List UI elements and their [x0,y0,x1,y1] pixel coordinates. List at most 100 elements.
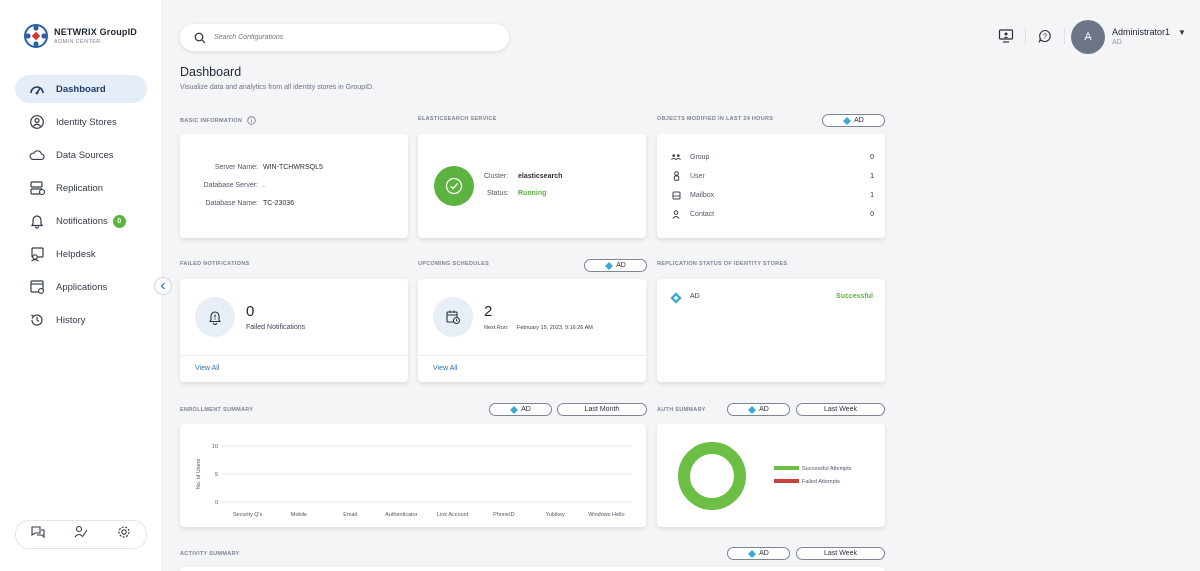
enrollment-bar-chart: 10 5 0 Security Q's Mobile Email Authenticator… [196,444,632,518]
view-all-schedules-link[interactable]: View All [433,365,458,372]
sidebar-item-label: Replication [56,182,103,194]
ad-icon [843,116,852,125]
sidebar-item-identity-stores[interactable]: Identity Stores [15,108,147,136]
cluster-value: elasticsearch [518,173,563,180]
x-tick-label: Mobile [291,512,307,518]
sidebar-item-replication[interactable]: Replication [15,174,147,202]
legend-label: Failed Attempts [802,479,840,485]
cloud-icon [29,147,45,163]
failed-notifications-card: 0 Failed Notifications View All [180,279,408,382]
sidebar-nav: Dashboard Identity Stores Data Sources R… [15,75,147,339]
activity-summary-label: ACTIVITY SUMMARY [180,551,240,557]
info-icon[interactable] [247,116,256,125]
sidebar-item-label: History [56,314,86,326]
x-tick-label: Authenticator [385,512,418,518]
brand-name: NETWRIX GroupID [54,27,137,37]
server-name-key: Server Name: [214,164,258,171]
x-tick-label: PhoneID [493,512,514,518]
enrollment-period-filter[interactable]: Last Month [557,403,647,416]
bell-alert-icon [195,297,235,337]
failed-notifications-text: Failed Notifications [246,324,306,331]
upcoming-schedules-ad-filter[interactable]: AD [584,259,647,272]
caret-down-icon[interactable]: ▼ [1178,28,1186,37]
database-name-value: TC-23036 [263,200,295,207]
status-key: Status: [487,190,509,197]
view-all-failed-notifications-link[interactable]: View All [195,365,220,372]
sidebar: NETWRIX GroupID ADMIN CENTER Dashboard I… [0,0,163,571]
sidebar-item-label: Applications [56,281,108,293]
legend-swatch [774,479,799,483]
x-tick-label: Yubikey [545,512,565,518]
database-name-key: Database Name: [205,200,258,207]
collapse-sidebar-button[interactable] [154,277,172,295]
legend-label: Successful Attempts [802,466,852,472]
ad-icon [605,261,614,270]
search-bar[interactable] [180,24,509,51]
avatar: A [1071,20,1105,54]
netwrix-logo-icon [24,24,48,48]
sidebar-item-label: Notifications [56,215,108,227]
sidebar-item-dashboard[interactable]: Dashboard [15,75,147,103]
calendar-clock-icon [433,297,473,337]
enrollment-ad-filter[interactable]: AD [489,403,552,416]
auth-donut-chart: Successful Attempts Failed Attempts [678,442,852,510]
sidebar-item-label: Identity Stores [56,116,117,128]
identity-store-icon [29,114,45,130]
list-item: Mailbox 1 [671,189,874,201]
x-tick-label: Link Account [437,512,469,518]
user-role: AD [1112,39,1122,46]
basic-information-card: Server Name: WIN-TCHWRSQL5 Database Serv… [180,134,408,238]
sidebar-item-helpdesk[interactable]: Helpdesk [15,240,147,268]
sidebar-item-data-sources[interactable]: Data Sources [15,141,147,169]
objects-modified-card: Group 0 User 1 Mailbox 1 Contact 0 [657,134,885,238]
auth-period-filter[interactable]: Last Week [796,403,885,416]
y-tick-label: 10 [212,444,218,450]
x-tick-label: Security Q's [233,512,263,518]
upcoming-schedules-label: UPCOMING SCHEDULES [418,261,490,267]
support-icon[interactable] [73,524,89,545]
replication-icon [29,180,45,196]
y-axis-label: No. of Users [196,458,202,489]
x-tick-label: Email [343,512,357,518]
next-run-value: February 15, 2023, 9:16:26 AM [517,325,593,331]
dashboard-icon [29,81,45,97]
sidebar-item-history[interactable]: History [15,306,147,334]
page-subtitle: Visualize data and analytics from all id… [180,84,375,91]
sidebar-item-notifications[interactable]: Notifications 0 [15,207,147,235]
objects-modified-ad-filter[interactable]: AD [822,114,885,127]
auth-summary-card: Successful Attempts Failed Attempts [657,424,885,527]
list-item: User 1 [671,170,874,182]
ad-icon [748,405,757,414]
database-server-value: . [263,182,265,189]
sidebar-item-applications[interactable]: Applications [15,273,147,301]
server-name-value: WIN-TCHWRSQL5 [263,164,323,171]
status-value: Running [518,190,547,197]
elasticsearch-card: Cluster: elasticsearch Status: Running [418,134,646,238]
auth-ad-filter[interactable]: AD [727,403,790,416]
activity-summary-card [180,567,885,571]
bell-icon [29,213,45,229]
ad-icon [670,292,682,304]
applications-icon [29,279,45,295]
upcoming-schedules-card: 2 Next Run: February 15, 2023, 9:16:26 A… [418,279,646,382]
user-menu[interactable]: A Administrator1 AD ▼ [1071,20,1186,54]
check-circle-icon [434,166,474,206]
brand[interactable]: NETWRIX GroupID ADMIN CENTER [24,24,137,48]
search-icon [194,32,206,43]
legend-swatch [774,466,799,470]
ad-icon [748,549,757,558]
gear-icon[interactable] [116,524,132,545]
activity-period-filter[interactable]: Last Week [796,547,885,560]
search-input[interactable] [214,34,474,41]
user-name: Administrator1 [1112,27,1171,37]
user-icon [671,171,681,181]
activity-ad-filter[interactable]: AD [727,547,790,560]
mailbox-icon [671,191,681,200]
chat-help-icon[interactable] [30,524,46,545]
card-divider [418,355,646,356]
help-chat-icon[interactable]: ? [1035,27,1055,45]
contact-icon [671,209,681,219]
monitor-icon[interactable] [996,27,1016,45]
replication-status-label: REPLICATION STATUS OF IDENTITY STORES [657,261,788,267]
failed-notifications-label: FAILED NOTIFICATIONS [180,261,250,267]
